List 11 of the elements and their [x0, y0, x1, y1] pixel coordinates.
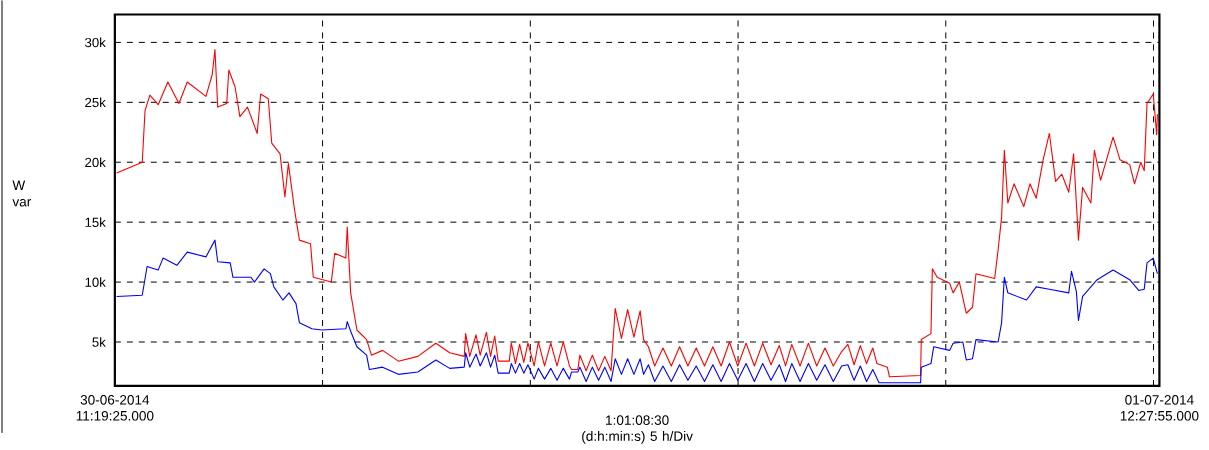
y-tick-label: 30k — [85, 37, 106, 48]
x-tick-label: 30-06-2014 11:19:25.000 — [76, 394, 154, 421]
x-tick-label: 01-07-2014 12:27:55.000 — [1120, 394, 1199, 421]
y-tick-label: 20k — [85, 157, 106, 167]
y-tick-label: 10k — [85, 277, 106, 287]
y-axis-title: W var — [12, 180, 32, 207]
y-tick-label: 25k — [85, 97, 106, 108]
x-axis-title: 1:01:08:30 (d:h:min:s) 5 h/Div — [582, 415, 693, 444]
y-tick-label: 15k — [85, 217, 106, 227]
y-tick-label: 5k — [92, 337, 106, 347]
line-series — [116, 48, 1158, 378]
